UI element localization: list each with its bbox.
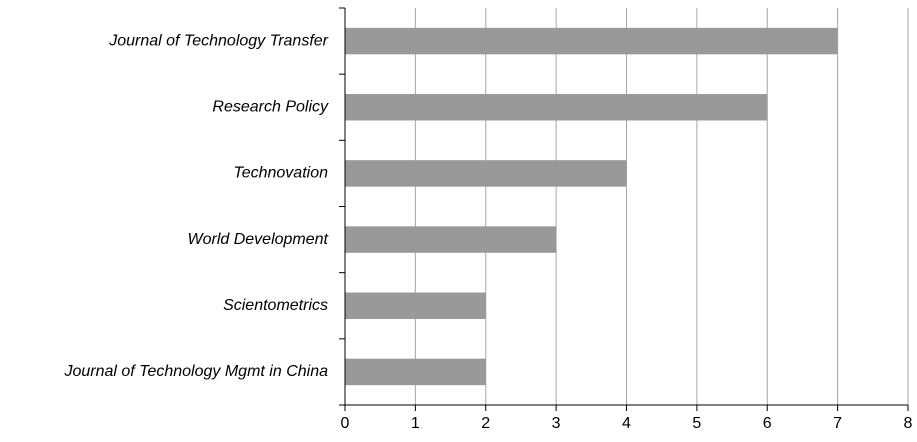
bar: [345, 358, 486, 386]
x-tick-label: 0: [341, 415, 350, 432]
x-tick-label: 2: [481, 415, 490, 432]
y-tick-label: Technovation: [233, 165, 328, 182]
y-tick-label: Journal of Technology Mgmt in China: [63, 363, 328, 380]
y-tick-label: World Development: [188, 231, 329, 248]
bar: [345, 226, 557, 253]
bar: [345, 27, 838, 55]
bar: [345, 94, 768, 121]
bar: [345, 160, 627, 187]
y-tick-label: Research Policy: [212, 98, 329, 115]
x-tick-label: 6: [763, 415, 772, 432]
y-tick-label: Journal of Technology Transfer: [108, 32, 328, 49]
x-tick-label: 1: [411, 415, 420, 432]
bar: [345, 292, 486, 319]
x-tick-label: 5: [692, 415, 701, 432]
y-tick-label: Scientometrics: [223, 297, 328, 314]
x-tick-label: 8: [904, 415, 913, 432]
x-tick-label: 3: [552, 415, 561, 432]
x-tick-label: 4: [622, 415, 631, 432]
x-tick-label: 7: [833, 415, 842, 432]
